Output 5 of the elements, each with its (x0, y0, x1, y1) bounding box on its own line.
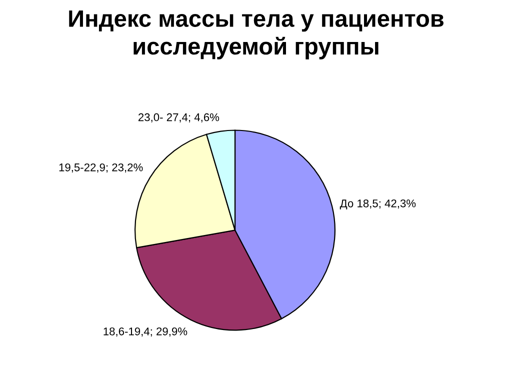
slice-label: До 18,5; 42,3% (340, 199, 416, 210)
slice-label: 19,5-22,9; 23,2% (59, 163, 143, 173)
slice-label: 23,0- 27,4; 4,6% (138, 113, 220, 122)
chart-title: Индекс массы тела у пациентов исследуемой группы (69, 10, 444, 60)
slice-label: 18,6-19,4; 29,9% (104, 327, 188, 337)
